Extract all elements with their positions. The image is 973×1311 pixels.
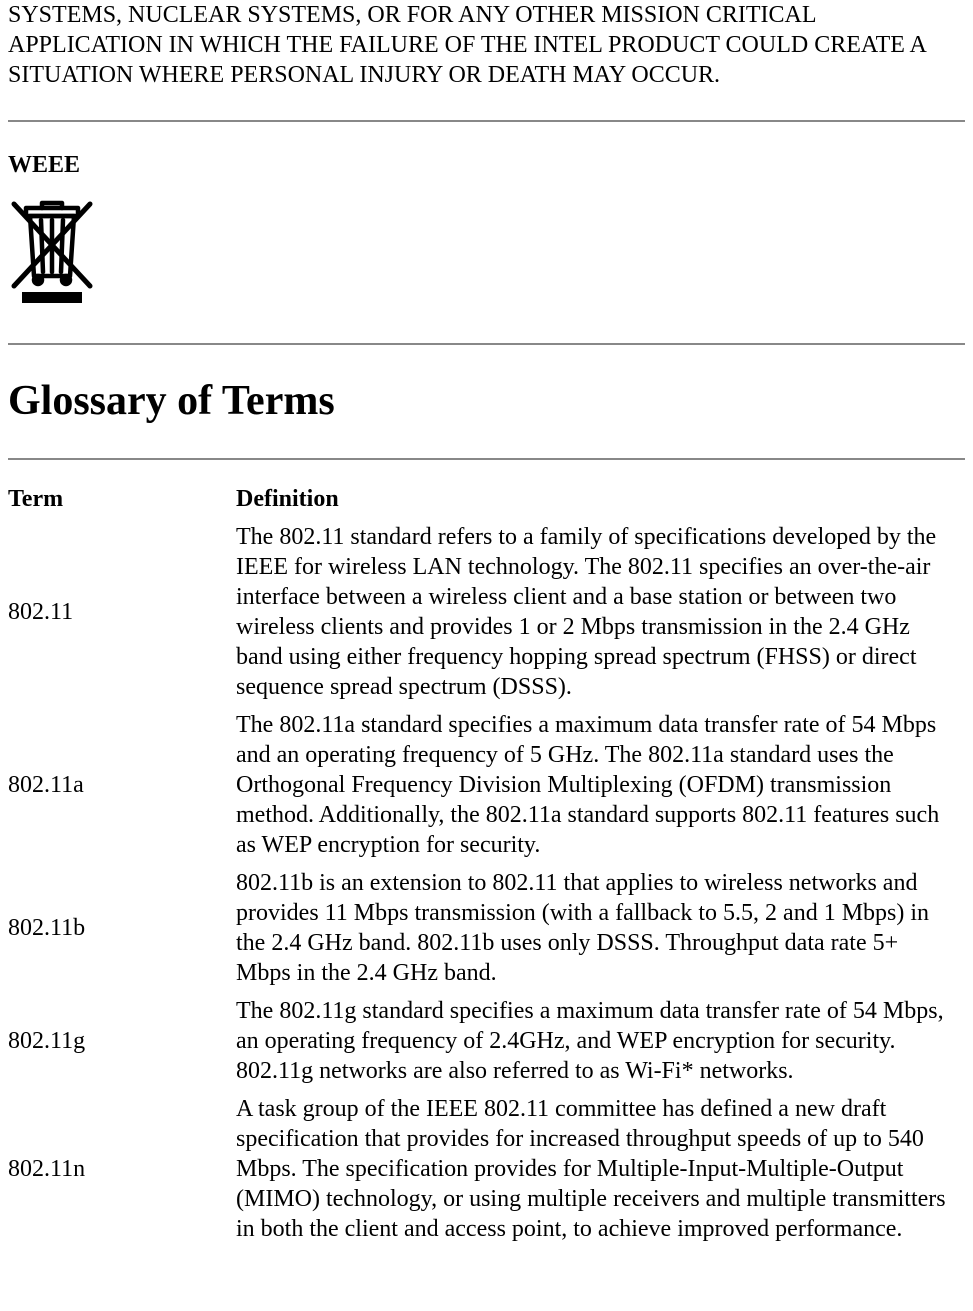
- table-row: 802.11n A task group of the IEEE 802.11 …: [8, 1090, 965, 1248]
- definition-cell: The 802.11g standard specifies a maximum…: [236, 992, 965, 1090]
- divider: [8, 458, 965, 460]
- weee-heading: WEEE: [8, 150, 965, 180]
- table-row: 802.11 The 802.11 standard refers to a f…: [8, 518, 965, 706]
- glossary-heading: Glossary of Terms: [8, 375, 965, 428]
- definition-cell: The 802.11a standard specifies a maximum…: [236, 706, 965, 864]
- definition-cell: 802.11b is an extension to 802.11 that a…: [236, 864, 965, 992]
- intro-paragraph: SYSTEMS, NUCLEAR SYSTEMS, OR FOR ANY OTH…: [8, 0, 965, 90]
- term-cell: 802.11: [8, 518, 236, 706]
- table-row: 802.11a The 802.11a standard specifies a…: [8, 706, 965, 864]
- column-header-term: Term: [8, 480, 236, 518]
- term-cell: 802.11g: [8, 992, 236, 1090]
- divider: [8, 120, 965, 122]
- term-cell: 802.11n: [8, 1090, 236, 1248]
- table-row: 802.11b 802.11b is an extension to 802.1…: [8, 864, 965, 992]
- definition-cell: A task group of the IEEE 802.11 committe…: [236, 1090, 965, 1248]
- table-row: 802.11g The 802.11g standard specifies a…: [8, 992, 965, 1090]
- weee-crossed-bin-icon: [8, 200, 965, 313]
- column-header-definition: Definition: [236, 480, 965, 518]
- glossary-table: Term Definition 802.11 The 802.11 standa…: [8, 480, 965, 1248]
- term-cell: 802.11a: [8, 706, 236, 864]
- divider: [8, 343, 965, 345]
- term-cell: 802.11b: [8, 864, 236, 992]
- definition-cell: The 802.11 standard refers to a family o…: [236, 518, 965, 706]
